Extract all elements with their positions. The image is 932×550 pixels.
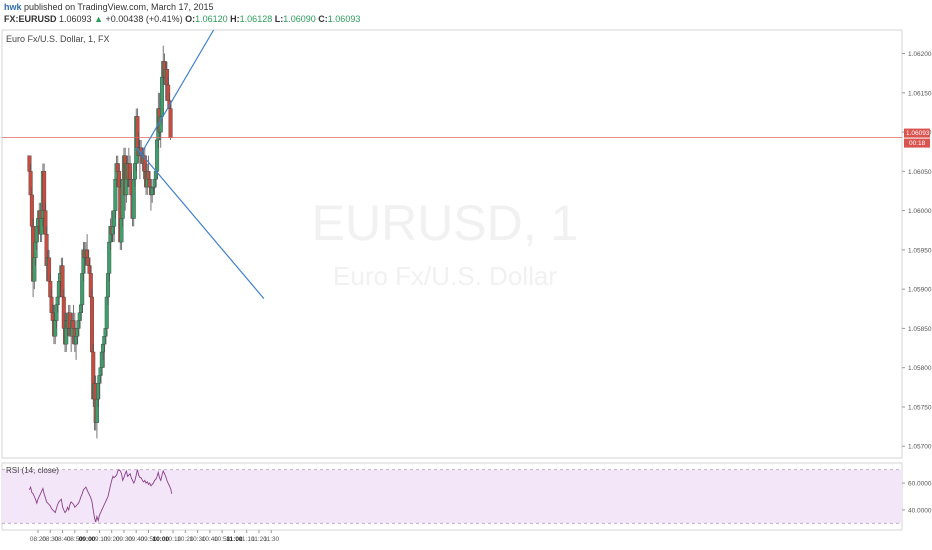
x-tick-label: 11:30 xyxy=(263,536,279,543)
y-tick-label: 1.06150 xyxy=(908,90,932,97)
candle-body xyxy=(168,108,173,138)
x-tick-label: 09:10 xyxy=(91,536,108,543)
up-arrow-icon: ▲ xyxy=(94,14,104,24)
candle-body xyxy=(90,296,95,353)
watermark-name: Euro Fx/U.S. Dollar xyxy=(333,261,557,291)
high-value: 1.06128 xyxy=(239,14,273,24)
y-tick-label: 1.05950 xyxy=(908,247,932,254)
y-tick-label: 1.05900 xyxy=(908,287,932,294)
publish-line: hwk published on TradingView.com, March … xyxy=(4,2,213,12)
x-tick-label: 10:10 xyxy=(165,536,182,543)
x-tick-label: 09:30 xyxy=(116,536,133,543)
x-tick-label: 08:30 xyxy=(42,536,59,543)
symbol-summary: FX:EURUSD 1.06093 ▲ +0.00438 (+0.41%) O:… xyxy=(4,14,360,24)
chart-title: Euro Fx/U.S. Dollar, 1, FX xyxy=(6,34,110,44)
y-tick-label: 1.06050 xyxy=(908,169,932,176)
x-tick-label: 09:40 xyxy=(128,536,145,543)
high-label: H: xyxy=(230,14,240,24)
x-tick-label: 11:20 xyxy=(251,536,267,543)
x-tick-label: 08:20 xyxy=(30,536,47,543)
x-tick-label: 10:50 xyxy=(214,536,231,543)
x-tick-label: 08:40 xyxy=(54,536,71,543)
y-tick-label: 1.06000 xyxy=(908,208,932,215)
rsi-title: RSI (14, close) xyxy=(6,466,59,475)
rsi-y-tick-label: 60.0000 xyxy=(908,481,932,488)
rsi-line xyxy=(28,469,173,523)
y-tick-label: 1.05800 xyxy=(908,365,932,372)
published-text: published on TradingView.com, March 17, … xyxy=(24,2,214,12)
y-tick-label: 1.05850 xyxy=(908,326,932,333)
last-price: 1.06093 xyxy=(59,14,92,24)
x-tick-label: 10:30 xyxy=(189,536,206,543)
x-tick-label: 09:50 xyxy=(140,536,157,543)
countdown-badge: 00:18 xyxy=(909,140,926,147)
y-tick-label: 1.06200 xyxy=(908,51,932,58)
x-tick-label: 11:10 xyxy=(239,536,255,543)
low-value: 1.06090 xyxy=(283,14,316,24)
price-badge-bg xyxy=(904,128,930,138)
price-change: +0.00438 (+0.41%) xyxy=(105,14,183,24)
upper-trendline xyxy=(139,29,215,156)
price-badge: 1.06093 xyxy=(906,130,930,137)
open-value: 1.06120 xyxy=(195,14,228,24)
rsi-y-tick-label: 40.0000 xyxy=(908,507,932,514)
price-pane-frame xyxy=(1,29,903,459)
x-tick-label: 09:00 xyxy=(79,536,96,543)
watermark-symbol: EURUSD, 1 xyxy=(312,195,579,251)
x-tick-label: 09:20 xyxy=(104,536,121,543)
y-tick-label: 1.05700 xyxy=(908,444,932,451)
close-value: 1.06093 xyxy=(327,14,361,24)
x-tick-label: 11:00 xyxy=(226,536,243,543)
open-label: O: xyxy=(185,14,196,24)
x-tick-label: 10:00 xyxy=(152,536,169,543)
countdown-badge-bg xyxy=(904,138,930,148)
x-tick-label: 10:20 xyxy=(177,536,194,543)
lower-trendline xyxy=(135,147,265,299)
symbol-label[interactable]: FX:EURUSD xyxy=(4,14,57,24)
rsi-band xyxy=(2,469,902,524)
close-label: C: xyxy=(318,14,328,24)
low-label: L: xyxy=(274,14,284,24)
y-tick-label: 1.05750 xyxy=(908,404,932,411)
author-name[interactable]: hwk xyxy=(4,2,22,12)
x-tick-label: 08:50 xyxy=(67,536,84,543)
x-tick-label: 10:40 xyxy=(202,536,219,543)
